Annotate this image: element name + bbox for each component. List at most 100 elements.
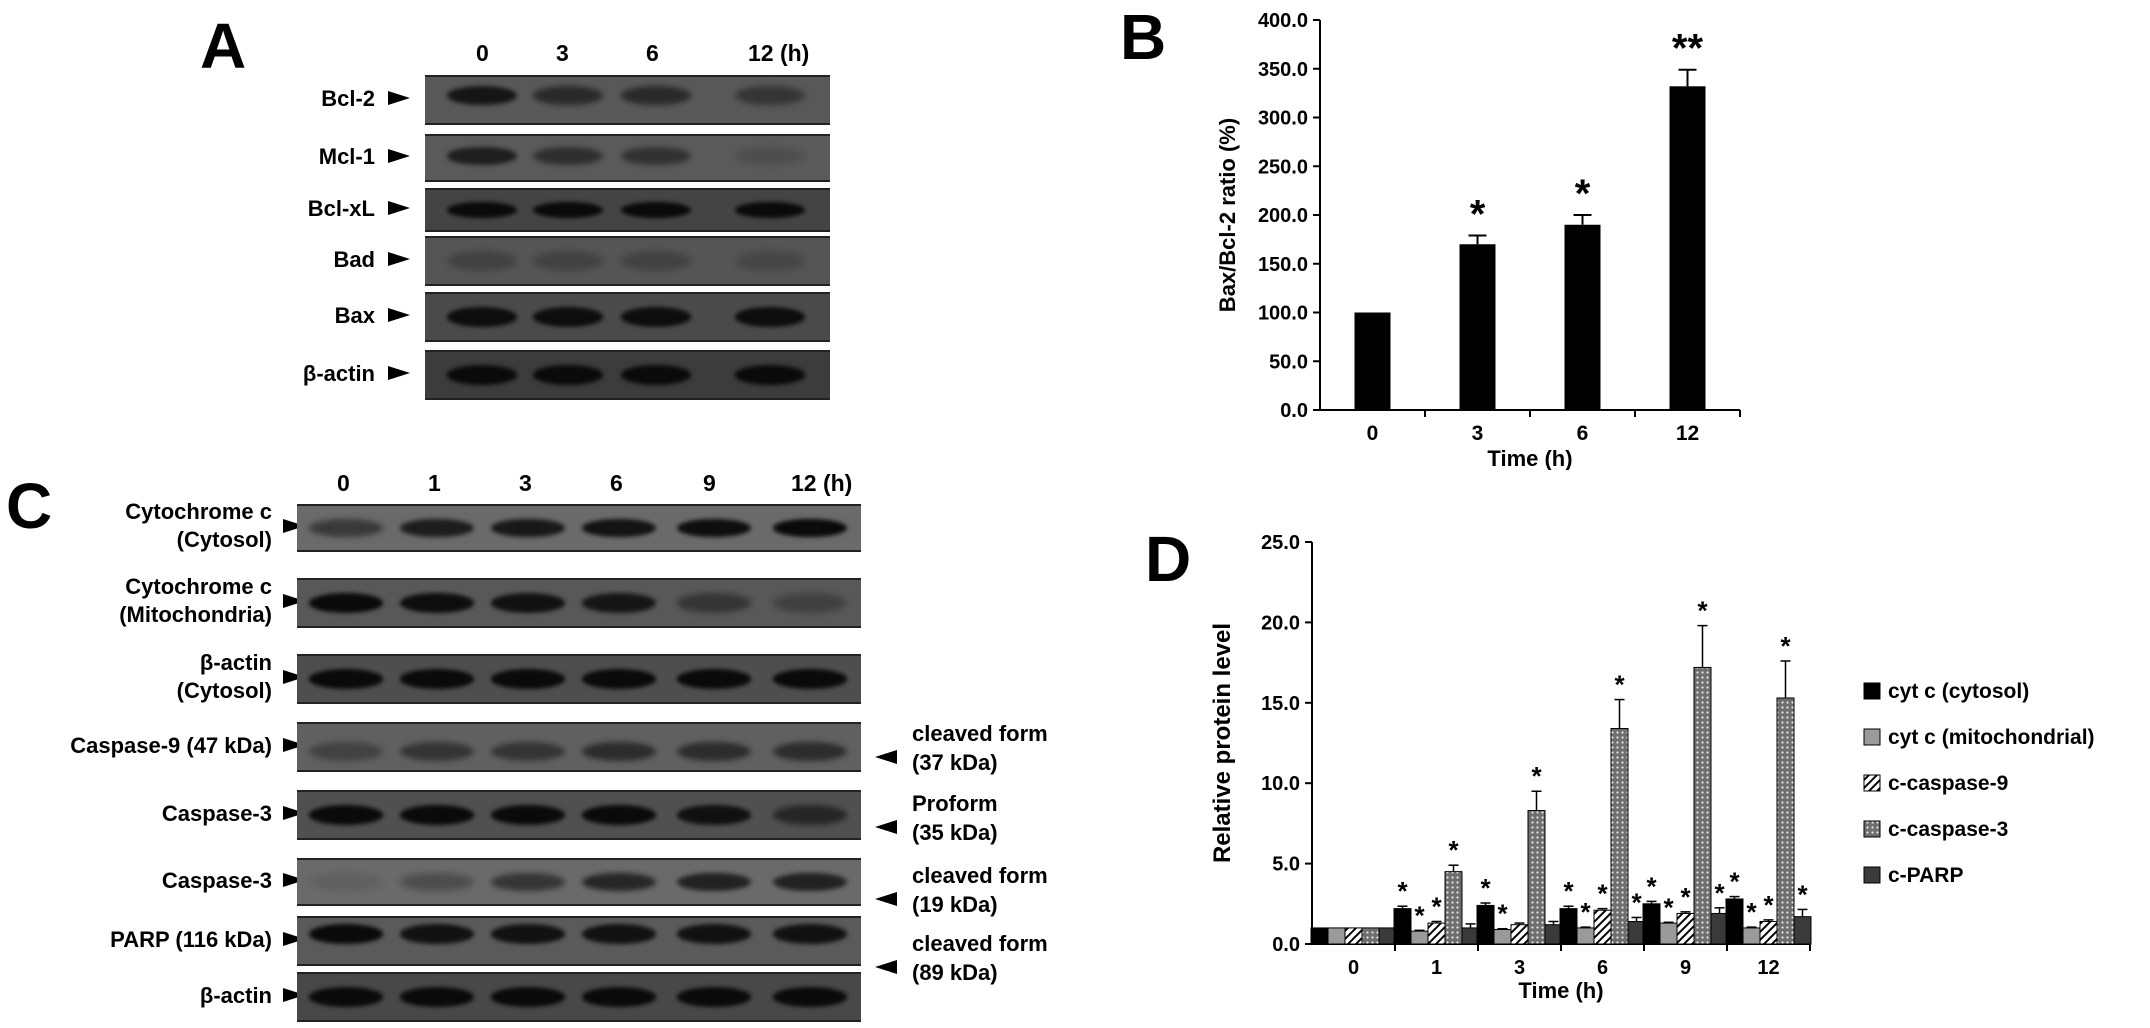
band-form-label: Proform (35 kDa) <box>912 791 998 845</box>
bar <box>1410 930 1429 945</box>
significance-marker: * <box>1575 172 1591 216</box>
bar <box>1327 927 1346 945</box>
significance-marker: * <box>1763 890 1774 920</box>
lane-label: 0 <box>337 470 350 496</box>
x-tick-label: 6 <box>1577 422 1589 445</box>
significance-marker: * <box>1414 900 1425 930</box>
significance-marker: * <box>1580 897 1591 927</box>
blot-row-label: β-actin (Cytosol) <box>176 650 272 703</box>
protein-band <box>735 307 805 327</box>
y-tick-label: 15.0 <box>1261 693 1300 715</box>
protein-band <box>400 593 474 613</box>
lane-label: 3 <box>556 40 569 66</box>
legend-label: cyt c (mitochondrial) <box>1888 726 2095 749</box>
legend-swatch <box>1863 682 1881 700</box>
protein-band <box>621 365 691 385</box>
protein-band <box>309 593 383 613</box>
protein-band <box>677 669 751 689</box>
bar <box>1544 924 1563 945</box>
x-tick-label: 1 <box>1431 957 1442 979</box>
protein-band <box>309 872 383 892</box>
chart-d-relative-protein-level: 0.05.010.015.020.025.00 1** **3***6*****9*… <box>1209 532 2095 1003</box>
protein-band <box>491 872 565 892</box>
significance-marker: * <box>1797 879 1808 909</box>
significance-marker: * <box>1680 882 1691 912</box>
y-tick-label: 10.0 <box>1261 773 1300 795</box>
significance-marker: ** <box>1672 27 1704 71</box>
x-axis-title: Time (h) <box>1518 978 1603 1003</box>
protein-band <box>735 365 805 385</box>
blot-row-label: Bcl-xL <box>307 196 375 221</box>
protein-band <box>677 924 751 944</box>
lane-label: 12 (h) <box>791 470 853 496</box>
significance-marker: * <box>1480 873 1491 903</box>
x-tick-label: 12 <box>1676 422 1699 445</box>
protein-band <box>773 518 847 538</box>
blot-strip <box>425 350 830 400</box>
protein-band <box>773 924 847 944</box>
bar <box>1444 871 1463 945</box>
protein-band <box>677 593 751 613</box>
protein-band <box>400 924 474 944</box>
blot-strip <box>297 790 861 840</box>
bar <box>1354 312 1391 410</box>
protein-band <box>447 146 517 166</box>
bar <box>1676 912 1695 945</box>
blot-row-label: Bcl-2 <box>321 86 375 111</box>
lane-label: 6 <box>646 40 659 66</box>
blot-row-label: Caspase-9 (47 kDa) <box>70 733 272 758</box>
blot-strip <box>425 134 830 182</box>
y-tick-label: 400.0 <box>1258 10 1308 32</box>
blot-strip <box>425 236 830 286</box>
legend-label: c-caspase-9 <box>1888 772 2008 795</box>
blot-arrow-icon <box>388 366 410 380</box>
blot-row-label: Mcl-1 <box>318 144 375 169</box>
blot-strip <box>297 858 861 906</box>
protein-band <box>533 201 603 219</box>
y-tick-label: 150.0 <box>1258 254 1308 276</box>
y-tick-label: 200.0 <box>1258 205 1308 227</box>
band-form-label: cleaved form (89 kDa) <box>912 931 1048 985</box>
significance-marker: * <box>1448 835 1459 865</box>
protein-band <box>447 85 517 106</box>
significance-marker: * <box>1563 876 1574 906</box>
protein-band <box>621 146 691 166</box>
protein-band <box>491 805 565 825</box>
bar <box>1493 929 1512 945</box>
lane-label: 3 <box>519 470 532 496</box>
y-tick-label: 50.0 <box>1269 351 1308 373</box>
bar <box>1378 927 1397 945</box>
protein-band <box>491 741 565 762</box>
bar <box>1476 904 1495 945</box>
protein-band <box>582 924 656 944</box>
blot-arrow-icon <box>388 308 410 322</box>
blot-row-label: Caspase-3 <box>161 801 272 826</box>
bar <box>1559 908 1578 945</box>
protein-band <box>773 741 847 762</box>
protein-band <box>400 669 474 689</box>
protein-band <box>677 518 751 538</box>
protein-band <box>677 987 751 1007</box>
x-tick-label: 3 <box>1472 422 1484 445</box>
x-axis-title: Time (h) <box>1487 446 1572 470</box>
blot-row-label: Cytochrome c (Cytosol) <box>125 499 272 552</box>
blot-row-label: Cytochrome c (Mitochondria) <box>119 574 272 627</box>
bar <box>1344 927 1363 945</box>
protein-band <box>621 251 691 271</box>
bar <box>1776 697 1795 945</box>
y-tick-label: 250.0 <box>1258 156 1308 178</box>
protein-band <box>447 307 517 327</box>
blot-strip <box>297 972 861 1022</box>
cleaved-form-arrow-icon <box>875 750 897 764</box>
protein-band <box>309 924 383 944</box>
bar <box>1793 916 1812 945</box>
significance-marker: * <box>1631 887 1642 917</box>
protein-band <box>621 85 691 106</box>
protein-band <box>735 251 805 271</box>
protein-band <box>677 805 751 825</box>
protein-band <box>533 307 603 327</box>
protein-band <box>582 669 656 689</box>
chart-b-bax-bcl2-ratio: 0.0 50.0 100.0 150.0 200.0 250.0 300.0 350.0 400… <box>1215 10 1741 470</box>
bar <box>1725 898 1744 945</box>
bar <box>1527 810 1546 945</box>
